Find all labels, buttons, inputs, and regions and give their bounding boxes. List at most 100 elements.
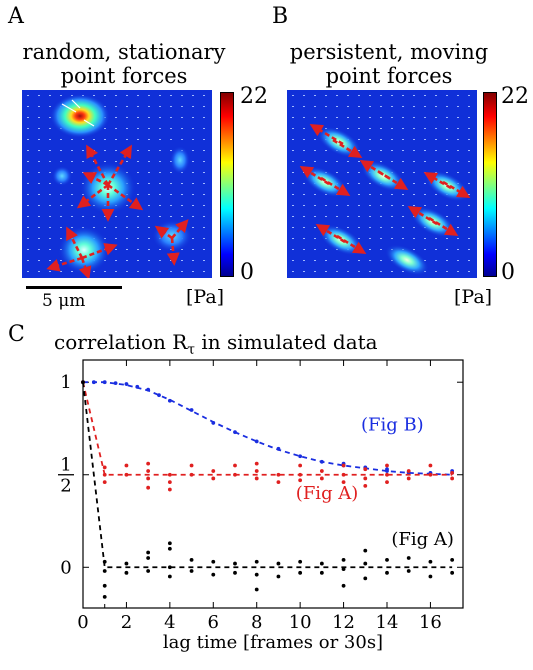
- colorbar-a-max: 22: [240, 84, 268, 109]
- data-point-series-0: [233, 430, 237, 435]
- chart-title: correlation Rτ in simulated data: [54, 330, 378, 358]
- force-arrow: [106, 144, 132, 186]
- data-point-series-0: [91, 380, 96, 385]
- data-point-series-1: [146, 469, 151, 473]
- panel-b-letter: B: [272, 4, 289, 29]
- y-tick-label-denominator: 2: [60, 476, 71, 497]
- force-arrow: [82, 172, 109, 187]
- data-point-series-1: [276, 480, 281, 485]
- x-tick-label: 10: [289, 612, 312, 633]
- data-point-series-2: [385, 570, 389, 575]
- data-point-series-1: [450, 476, 455, 481]
- data-point-series-2: [319, 561, 324, 566]
- data-point-series-1: [406, 469, 411, 473]
- x-tick-label: 0: [77, 612, 88, 633]
- chart-title-rest: in simulated data: [195, 330, 378, 354]
- panel-a-title-line1: random, stationary: [22, 40, 226, 64]
- force-arrow: [78, 257, 92, 278]
- data-point-series-0: [102, 380, 107, 385]
- force-arrow: [423, 172, 452, 190]
- force-arrow: [66, 226, 84, 259]
- y-tick-label-numerator: 1: [60, 455, 71, 476]
- force-arrows-b: [299, 123, 471, 255]
- data-point-series-2: [363, 561, 368, 566]
- force-arrow: [442, 180, 471, 198]
- panel-b-traction-map: [287, 90, 477, 278]
- chart-title-subscript: τ: [187, 342, 196, 358]
- data-point-series-1: [167, 480, 172, 485]
- data-point-series-2: [406, 556, 411, 560]
- data-point-series-2: [189, 557, 194, 562]
- data-point-series-2: [233, 561, 237, 566]
- data-point-series-2: [189, 569, 194, 573]
- force-arrow: [107, 183, 144, 211]
- force-arrow: [299, 165, 330, 186]
- data-point-series-1: [298, 478, 303, 483]
- force-arrow: [332, 138, 363, 159]
- data-point-series-1: [385, 463, 389, 468]
- panel-c-letter: C: [8, 322, 25, 347]
- data-point-series-0: [276, 446, 281, 451]
- data-point-series-0: [298, 454, 303, 459]
- data-point-series-1: [276, 472, 281, 477]
- data-point-series-2: [233, 570, 237, 575]
- force-arrow: [378, 170, 409, 191]
- data-point-series-2: [363, 576, 368, 581]
- colorbar-b-min: 0: [501, 260, 515, 285]
- force-arrow: [81, 243, 118, 260]
- data-point-series-2: [341, 567, 346, 572]
- data-point-series-1: [189, 472, 194, 477]
- data-point-series-1: [146, 476, 151, 481]
- data-point-series-1: [254, 469, 259, 473]
- data-point-series-2: [254, 559, 259, 564]
- chart-title-main: correlation R: [54, 330, 188, 354]
- data-point-series-0: [135, 384, 140, 389]
- data-point-series-1: [406, 476, 411, 481]
- data-point-series-1: [124, 463, 129, 468]
- x-tick-label: 2: [121, 612, 132, 633]
- force-arrow: [359, 159, 390, 180]
- data-point-series-2: [406, 569, 411, 573]
- x-tick-label: 4: [164, 612, 175, 633]
- data-point-series-1: [363, 483, 368, 488]
- data-point-series-2: [124, 561, 129, 566]
- data-point-series-1: [298, 472, 303, 477]
- force-arrow: [428, 216, 459, 237]
- x-tick-label: 6: [208, 612, 219, 633]
- data-point-series-0: [385, 467, 389, 472]
- data-point-series-2: [167, 574, 172, 579]
- data-point-series-1: [102, 465, 107, 470]
- force-arrow: [171, 219, 189, 239]
- data-point-series-2: [319, 570, 324, 575]
- panel-a-letter: A: [8, 4, 24, 29]
- force-arrows-a: [46, 144, 189, 278]
- data-point-series-0: [157, 393, 161, 398]
- data-point-series-2: [450, 557, 455, 562]
- colorbar-a: [220, 92, 234, 277]
- data-point-series-1: [211, 476, 216, 481]
- data-point-series-1: [385, 480, 389, 485]
- data-point-series-2: [341, 557, 346, 562]
- hotspot: [52, 166, 72, 186]
- force-arrow: [407, 205, 438, 226]
- data-point-series-2: [102, 594, 107, 599]
- x-tick-label: 12: [332, 612, 355, 633]
- data-point-series-1: [363, 467, 368, 472]
- data-point-series-1: [341, 480, 346, 485]
- data-point-series-2: [254, 587, 259, 592]
- data-point-series-2: [363, 548, 368, 553]
- force-arrow: [76, 183, 109, 209]
- data-point-series-2: [211, 559, 216, 564]
- plot-frame: [82, 359, 464, 609]
- data-point-series-0: [146, 387, 151, 392]
- data-point-series-2: [298, 559, 303, 564]
- data-point-series-2: [341, 583, 346, 588]
- data-point-series-0: [319, 459, 324, 464]
- force-arrow: [166, 237, 180, 266]
- series-label-0: (Fig B): [361, 414, 424, 435]
- series-label-1: (Fig A): [296, 483, 359, 504]
- data-point-series-0: [254, 439, 259, 444]
- force-arrow: [154, 225, 173, 240]
- x-tick-label: 16: [419, 612, 442, 633]
